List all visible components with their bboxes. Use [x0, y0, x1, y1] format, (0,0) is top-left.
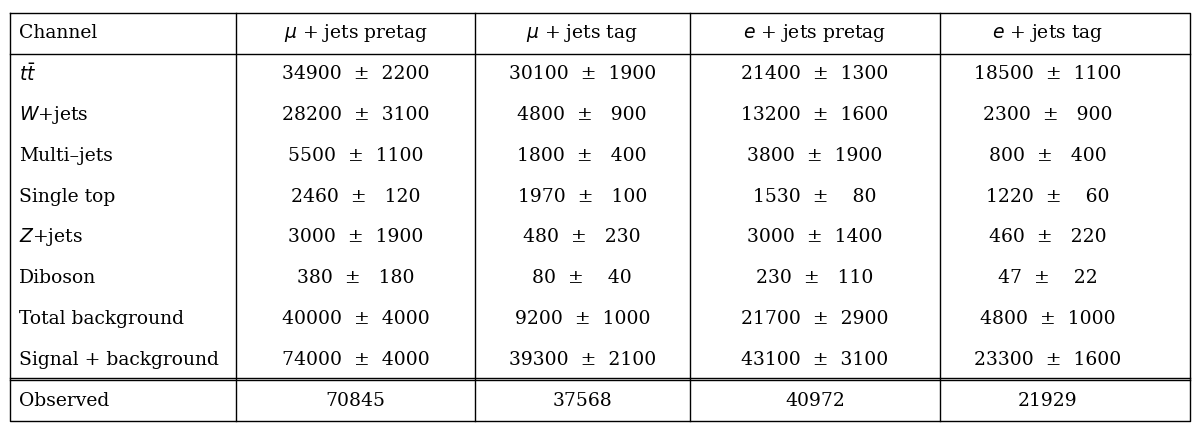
Text: Observed: Observed [19, 391, 109, 410]
Text: 74000  ±  4000: 74000 ± 4000 [282, 351, 430, 369]
Text: Diboson: Diboson [19, 269, 96, 287]
Text: 3000  ±  1900: 3000 ± 1900 [288, 228, 424, 247]
Text: Single top: Single top [19, 187, 115, 206]
Text: 460  ±   220: 460 ± 220 [989, 228, 1106, 247]
Text: Signal + background: Signal + background [19, 351, 220, 369]
Text: $W$+jets: $W$+jets [19, 104, 89, 126]
Text: 21400  ±  1300: 21400 ± 1300 [742, 65, 888, 83]
Text: $t\bar{t}$: $t\bar{t}$ [19, 63, 36, 85]
Text: 13200  ±  1600: 13200 ± 1600 [742, 106, 888, 124]
Text: Multi–jets: Multi–jets [19, 147, 113, 165]
Text: 40000  ±  4000: 40000 ± 4000 [282, 310, 430, 328]
Text: Total background: Total background [19, 310, 185, 328]
Text: 2460  ±   120: 2460 ± 120 [290, 187, 420, 206]
Text: 37568: 37568 [552, 391, 612, 410]
Text: 70845: 70845 [325, 391, 385, 410]
Text: 39300  ±  2100: 39300 ± 2100 [509, 351, 656, 369]
Text: 34900  ±  2200: 34900 ± 2200 [282, 65, 430, 83]
Text: 380  ±   180: 380 ± 180 [296, 269, 414, 287]
Text: $Z$+jets: $Z$+jets [19, 227, 83, 248]
Text: 4800  ±   900: 4800 ± 900 [517, 106, 647, 124]
Text: 47  ±    22: 47 ± 22 [997, 269, 1097, 287]
Text: 9200  ±  1000: 9200 ± 1000 [515, 310, 650, 328]
Text: 43100  ±  3100: 43100 ± 3100 [742, 351, 888, 369]
Text: $e$ + jets tag: $e$ + jets tag [992, 23, 1103, 44]
Text: 30100  ±  1900: 30100 ± 1900 [509, 65, 656, 83]
Text: 2300  ±   900: 2300 ± 900 [983, 106, 1112, 124]
Text: 80  ±    40: 80 ± 40 [533, 269, 632, 287]
Text: 1800  ±   400: 1800 ± 400 [517, 147, 647, 165]
Text: 1970  ±   100: 1970 ± 100 [517, 187, 647, 206]
Text: 4800  ±  1000: 4800 ± 1000 [979, 310, 1115, 328]
Text: 480  ±   230: 480 ± 230 [523, 228, 641, 247]
Text: 40972: 40972 [785, 391, 845, 410]
Text: 1220  ±    60: 1220 ± 60 [985, 187, 1109, 206]
Text: 1530  ±    80: 1530 ± 80 [754, 187, 877, 206]
Text: 23300  ±  1600: 23300 ± 1600 [974, 351, 1121, 369]
Text: 3800  ±  1900: 3800 ± 1900 [748, 147, 882, 165]
Text: 21929: 21929 [1018, 391, 1078, 410]
Text: 230  ±   110: 230 ± 110 [756, 269, 874, 287]
Text: 5500  ±  1100: 5500 ± 1100 [288, 147, 424, 165]
Text: 21700  ±  2900: 21700 ± 2900 [742, 310, 889, 328]
Text: 800  ±   400: 800 ± 400 [989, 147, 1106, 165]
Text: 28200  ±  3100: 28200 ± 3100 [282, 106, 430, 124]
Text: Channel: Channel [19, 24, 97, 43]
Text: $e$ + jets pretag: $e$ + jets pretag [743, 23, 887, 44]
Text: 3000  ±  1400: 3000 ± 1400 [748, 228, 883, 247]
Text: 18500  ±  1100: 18500 ± 1100 [974, 65, 1121, 83]
Text: $\mu$ + jets pretag: $\mu$ + jets pretag [283, 23, 427, 44]
Text: $\mu$ + jets tag: $\mu$ + jets tag [527, 23, 638, 44]
